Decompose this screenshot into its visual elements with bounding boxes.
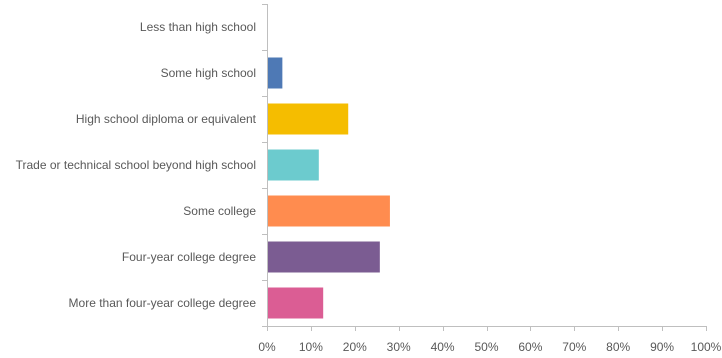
x-tick-label: 20% [343,340,367,354]
x-tick-label: 60% [518,340,542,354]
x-tick-label: 40% [431,340,455,354]
x-tick-label: 90% [650,340,674,354]
category-label: More than four-year college degree [69,296,257,310]
x-tick-label: 10% [299,340,323,354]
category-label: Trade or technical school beyond high sc… [16,158,256,172]
x-tick-label: 0% [258,340,276,354]
category-label: Some college [183,204,256,218]
bar [267,103,349,135]
bar [267,149,319,181]
bar [267,241,380,273]
x-tick-label: 80% [606,340,630,354]
bar [267,57,283,89]
x-tick-label: 100% [691,340,722,354]
x-tick-label: 70% [562,340,586,354]
bar [267,287,324,319]
axes-group [262,4,707,331]
category-label: Four-year college degree [122,250,256,264]
category-labels: Less than high school Some high school Hig… [16,20,257,310]
x-tick-label: 50% [474,340,498,354]
bars-group [267,57,390,319]
x-tick-label: 30% [387,340,411,354]
category-label: Less than high school [140,20,256,34]
category-label: High school diploma or equivalent [76,112,257,126]
category-label: Some high school [161,66,256,80]
x-tick-labels: 0% 10% 20% 30% 40% 50% 60% 70% 80% 90% 100% [258,340,721,354]
bar [267,195,390,227]
